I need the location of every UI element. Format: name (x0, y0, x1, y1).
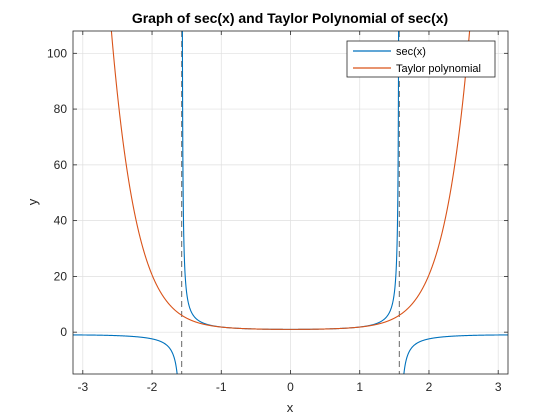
x-tick-label: 0 (287, 380, 294, 394)
grid-lines (73, 31, 508, 374)
y-tick-label: 100 (47, 46, 67, 60)
legend-box (346, 40, 496, 78)
y-tick-label: 20 (54, 269, 68, 283)
legend: sec(x) Taylor polynomial (346, 40, 496, 78)
x-tick-label: 3 (495, 380, 502, 394)
chart-title: Graph of sec(x) and Taylor Polynomial of… (132, 10, 448, 26)
x-axis-label: x (287, 400, 294, 415)
y-tick-label: 40 (54, 214, 68, 228)
series-line-1 (110, 31, 471, 330)
legend-label-taylor: Taylor polynomial (396, 63, 481, 75)
y-axis-label: y (25, 198, 40, 205)
legend-label-sec: sec(x) (396, 46, 426, 58)
x-tick-label: 1 (356, 380, 363, 394)
y-tick-label: 80 (54, 102, 68, 116)
axis-ticks: -3 -2 -1 0 1 2 3 0 20 40 60 80 100 (47, 31, 508, 394)
x-tick-label: -2 (147, 380, 158, 394)
x-tick-label: 2 (426, 380, 433, 394)
y-tick-label: 0 (60, 325, 67, 339)
x-tick-label: -3 (77, 380, 88, 394)
y-tick-label: 60 (54, 158, 68, 172)
series-lines (73, 31, 508, 374)
asymptote-lines (181, 31, 400, 374)
x-tick-label: -1 (216, 380, 227, 394)
